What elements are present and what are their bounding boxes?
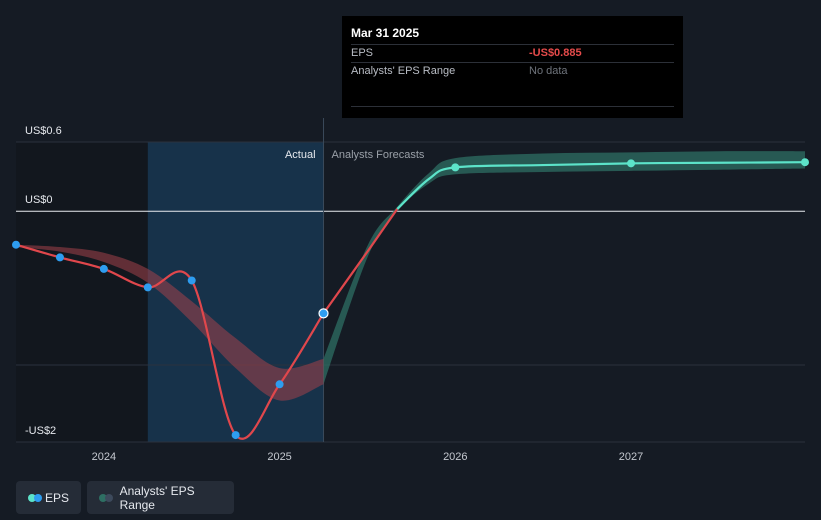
eps-actual-point bbox=[12, 240, 20, 249]
tooltip-eps-label: EPS bbox=[351, 47, 374, 59]
x-tick-label: 2025 bbox=[267, 451, 291, 463]
eps-forecast-line-positive bbox=[396, 161, 806, 210]
eps-actual-point bbox=[231, 431, 240, 440]
actual-section-label: Actual bbox=[285, 149, 316, 161]
eps-forecast-line-negative bbox=[322, 208, 399, 314]
eps-forecast-point bbox=[801, 158, 809, 167]
eps-chart: US$0.6 US$0 -US$2 2024 2025 2026 2027 Actual Ana… bbox=[12, 118, 809, 463]
y-tick-label: US$0.6 bbox=[25, 125, 62, 137]
tooltip-divider bbox=[351, 106, 674, 107]
eps-actual-point bbox=[143, 283, 152, 292]
eps-forecast-point bbox=[451, 163, 460, 172]
legend-range-button[interactable]: Analysts' EPS Range bbox=[87, 481, 234, 514]
forecast-section-label: Analysts Forecasts bbox=[332, 149, 425, 161]
eps-actual-point bbox=[275, 380, 284, 389]
tooltip-row-range: Analysts' EPS Range No data bbox=[351, 62, 674, 80]
x-tick-label: 2027 bbox=[619, 451, 643, 463]
eps-range-band-forecast bbox=[323, 151, 805, 385]
y-tick-label: US$0 bbox=[25, 194, 53, 206]
x-tick-label: 2026 bbox=[443, 451, 467, 463]
eps-range-band-past bbox=[16, 244, 324, 401]
legend-eps-button[interactable]: EPS bbox=[16, 481, 81, 514]
tooltip-range-value: No data bbox=[529, 65, 568, 77]
range-dot-icon bbox=[99, 493, 113, 502]
eps-forecast-point bbox=[627, 159, 636, 168]
x-tick-label: 2024 bbox=[92, 451, 116, 463]
legend-eps-label: EPS bbox=[44, 490, 69, 505]
eps-actual-point bbox=[187, 276, 196, 285]
legend-range-label: Analysts' EPS Range bbox=[119, 483, 195, 512]
y-tick-label: -US$2 bbox=[25, 425, 56, 437]
tooltip: Mar 31 2025 EPS -US$0.885 Analysts' EPS … bbox=[342, 16, 683, 118]
eps-actual-point bbox=[318, 308, 329, 319]
tooltip-date: Mar 31 2025 bbox=[351, 26, 420, 40]
eps-actual-point bbox=[55, 253, 64, 262]
tooltip-eps-value: -US$0.885 bbox=[529, 47, 582, 59]
eps-actual-point bbox=[99, 264, 108, 273]
tooltip-row-eps: EPS -US$0.885 bbox=[351, 44, 674, 62]
tooltip-range-label: Analysts' EPS Range bbox=[351, 65, 456, 77]
eps-dot-icon bbox=[28, 493, 42, 502]
